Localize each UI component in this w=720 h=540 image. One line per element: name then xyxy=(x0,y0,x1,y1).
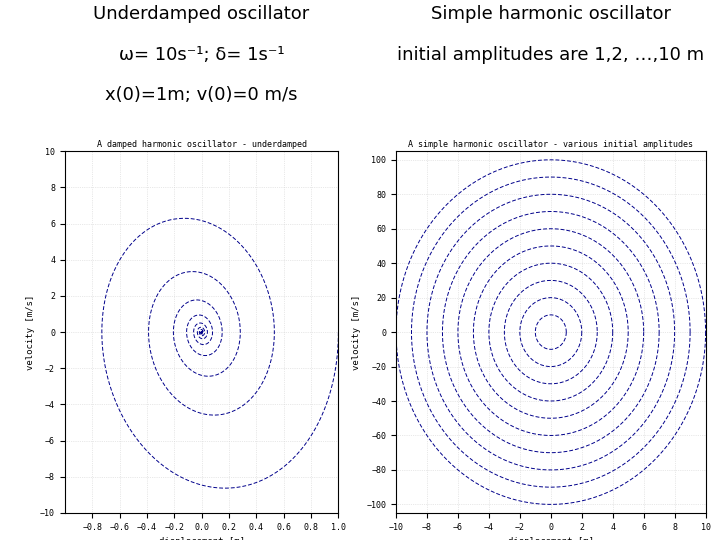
Text: Simple harmonic oscillator: Simple harmonic oscillator xyxy=(431,5,671,23)
Title: A simple harmonic oscillator - various initial amplitudes: A simple harmonic oscillator - various i… xyxy=(408,140,693,149)
Text: ω= 10s⁻¹; δ= 1s⁻¹: ω= 10s⁻¹; δ= 1s⁻¹ xyxy=(119,46,284,64)
Text: initial amplitudes are 1,2, …,10 m: initial amplitudes are 1,2, …,10 m xyxy=(397,46,704,64)
Text: Underdamped oscillator: Underdamped oscillator xyxy=(94,5,310,23)
Y-axis label: velocity [m/s]: velocity [m/s] xyxy=(352,294,361,370)
X-axis label: displacement [m]: displacement [m] xyxy=(508,537,594,540)
Text: x(0)=1m; v(0)=0 m/s: x(0)=1m; v(0)=0 m/s xyxy=(105,86,298,104)
X-axis label: displacement [m]: displacement [m] xyxy=(158,537,245,540)
Y-axis label: velocity [m/s]: velocity [m/s] xyxy=(25,294,35,370)
Title: A damped harmonic oscillator - underdamped: A damped harmonic oscillator - underdamp… xyxy=(96,140,307,149)
